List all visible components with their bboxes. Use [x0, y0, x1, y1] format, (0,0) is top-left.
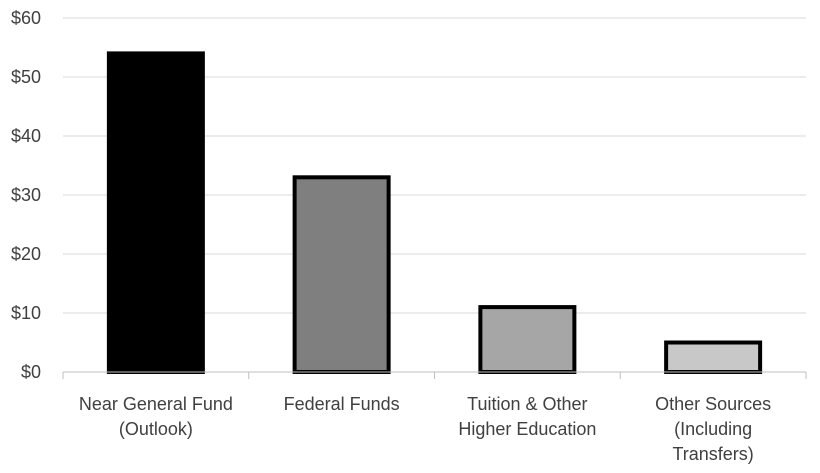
y-tick-label: $60: [11, 8, 41, 28]
y-tick-label: $30: [11, 185, 41, 205]
x-axis: [62, 371, 807, 379]
x-category-label: Near General Fund: [79, 394, 233, 414]
x-category-label: (Outlook): [119, 419, 193, 439]
x-category-label: Transfers): [672, 444, 753, 464]
bar: [664, 340, 763, 374]
x-axis-labels: Near General Fund (Outlook) Federal Funds T…: [79, 394, 771, 464]
y-tick-label: $50: [11, 67, 41, 87]
y-tick-label: $20: [11, 244, 41, 264]
x-category-label: Higher Education: [458, 419, 596, 439]
bar: [478, 305, 577, 375]
bars: [106, 51, 763, 375]
y-tick-label: $0: [21, 362, 41, 382]
y-axis-ticks: $0 $10 $20 $30 $40 $50 $60: [11, 8, 41, 382]
x-category-label: Tuition & Other: [467, 394, 587, 414]
bar: [106, 51, 205, 375]
y-tick-label: $40: [11, 126, 41, 146]
bar: [292, 175, 391, 374]
x-category-label: Federal Funds: [284, 394, 400, 414]
y-tick-label: $10: [11, 303, 41, 323]
x-category-label: (Including: [674, 419, 752, 439]
x-category-label: Other Sources: [655, 394, 771, 414]
